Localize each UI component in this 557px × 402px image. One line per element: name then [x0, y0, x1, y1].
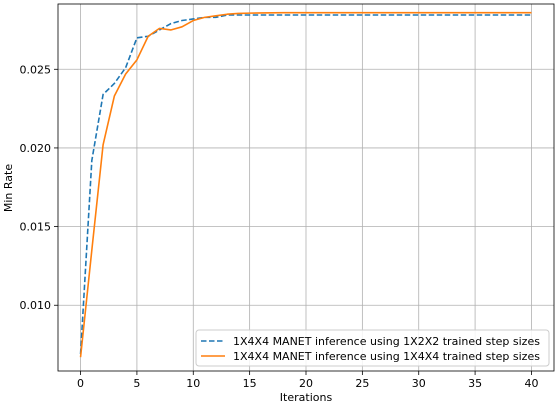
- legend: 1X4X4 MANET inference using 1X2X2 traine…: [195, 329, 550, 367]
- series-line-2: [79, 11, 532, 358]
- x-tick-label: 15: [243, 377, 257, 390]
- series-line-1: [79, 14, 532, 355]
- x-tick-label: 40: [524, 377, 538, 390]
- x-tick-label: 0: [77, 377, 84, 390]
- legend-label-series-2: 1X4X4 MANET inference using 1X4X4 traine…: [233, 350, 540, 363]
- x-tick-label: 20: [299, 377, 313, 390]
- x-tick-label: 5: [133, 377, 140, 390]
- x-axis-label: Iterations: [280, 391, 333, 402]
- y-tick-label: 0.010: [20, 299, 52, 312]
- grid: [58, 4, 554, 371]
- series-layer: [79, 11, 532, 358]
- y-tick-label: 0.025: [20, 63, 52, 76]
- ticks: 0 5 10 15 20 25 30 35 40 0.010 0.015 0.020 0.025: [20, 63, 539, 390]
- y-tick-label: 0.020: [20, 142, 52, 155]
- legend-box: [195, 329, 550, 367]
- x-tick-label: 10: [186, 377, 200, 390]
- x-tick-label: 35: [468, 377, 482, 390]
- y-axis-label: Min Rate: [2, 164, 15, 212]
- legend-label-series-1: 1X4X4 MANET inference using 1X2X2 traine…: [233, 335, 540, 348]
- x-tick-label: 25: [355, 377, 369, 390]
- x-tick-label: 30: [412, 377, 426, 390]
- y-tick-label: 0.015: [20, 221, 52, 234]
